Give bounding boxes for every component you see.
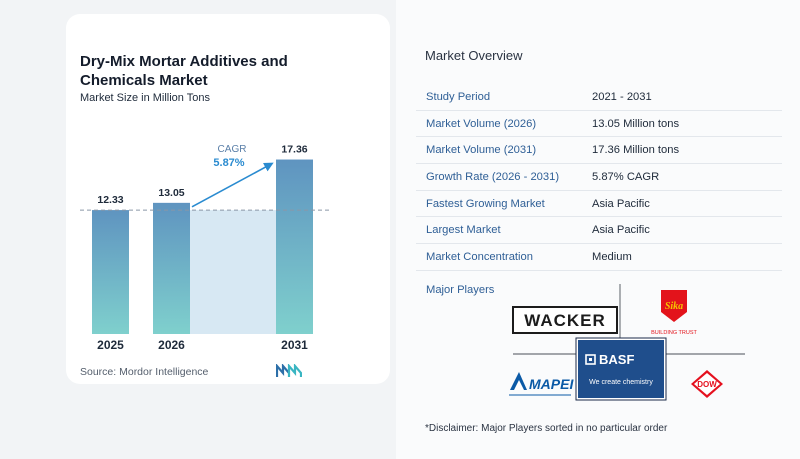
sika-logo-text: Sika xyxy=(665,301,683,312)
mapei-logo: MAPEI xyxy=(509,372,574,396)
cagr-arrow xyxy=(191,162,274,208)
row-value: 17.36 Million tons xyxy=(592,144,680,157)
row-label: Market Volume (2026) xyxy=(426,117,537,130)
table-row: Fastest Growing Market Asia Pacific xyxy=(416,191,782,218)
sika-logo: Sika BUILDING TRUST xyxy=(651,290,698,336)
row-label: Fastest Growing Market xyxy=(426,197,545,210)
major-players-logos: WACKER Sika BUILDING TRUST BASF We creat… xyxy=(509,284,745,401)
bar-2026 xyxy=(153,202,190,334)
wacker-logo: WACKER xyxy=(512,306,618,334)
category-label-2025: 2025 xyxy=(97,338,124,352)
row-label: Market Concentration xyxy=(426,250,533,263)
row-value: Asia Pacific xyxy=(592,197,650,210)
value-label-2025: 12.33 xyxy=(97,194,123,206)
row-value: Asia Pacific xyxy=(592,224,650,237)
table-row: Growth Rate (2026 - 2031) 5.87% CAGR xyxy=(416,164,782,191)
row-value: 5.87% CAGR xyxy=(592,170,660,183)
bar-2025 xyxy=(92,210,129,334)
bar-chart: 12.33 13.05 17.36 2025 2026 2031 CAGR 5.87% xyxy=(80,144,330,352)
basf-logo-text: BASF xyxy=(599,352,634,367)
row-label: Growth Rate (2026 - 2031) xyxy=(426,170,560,183)
row-label: Market Volume (2031) xyxy=(426,144,537,157)
chart-title: Dry-Mix Mortar Additives and Chemicals M… xyxy=(80,53,288,89)
row-label: Largest Market xyxy=(426,224,501,237)
cagr-value: 5.87% xyxy=(213,157,244,169)
cagr-label: CAGR xyxy=(218,144,247,155)
table-row: Market Volume (2031) 17.36 Million tons xyxy=(416,137,782,165)
row-value: Medium xyxy=(592,250,632,263)
table-row: Market Concentration Medium xyxy=(416,244,782,271)
category-label-2026: 2026 xyxy=(158,338,185,352)
row-value: 13.05 Million tons xyxy=(592,117,680,130)
wacker-logo-text: WACKER xyxy=(524,311,606,330)
chart-subtitle: Market Size in Million Tons xyxy=(80,92,211,104)
category-label-2031: 2031 xyxy=(281,338,308,352)
mordor-intelligence-logo xyxy=(276,364,302,377)
row-value: 2021 - 2031 xyxy=(592,90,652,103)
dow-logo-text: DOW xyxy=(697,380,717,389)
growth-band xyxy=(190,210,276,334)
bar-2031 xyxy=(276,159,313,334)
table-row: Largest Market Asia Pacific xyxy=(416,217,782,245)
row-label: Study Period xyxy=(426,90,491,103)
value-label-2026: 13.05 xyxy=(158,187,184,199)
source-credit: Source: Mordor Intelligence xyxy=(80,366,209,378)
mapei-logo-text: MAPEI xyxy=(529,376,574,392)
market-overview-table: Study Period 2021 - 2031 Market Volume (… xyxy=(416,84,782,271)
market-overview-title: Market Overview xyxy=(425,48,523,63)
basf-tagline: We create chemistry xyxy=(589,379,653,386)
dow-logo: DOW xyxy=(691,370,723,398)
sika-tagline: BUILDING TRUST xyxy=(651,330,697,336)
value-label-2031: 17.36 xyxy=(281,144,307,156)
basf-logo: BASF We create chemistry xyxy=(575,337,667,401)
major-players-label: Major Players xyxy=(426,284,495,296)
disclaimer: *Disclaimer: Major Players sorted in no … xyxy=(425,423,668,434)
table-row: Market Volume (2026) 13.05 Million tons xyxy=(416,111,782,138)
table-row: Study Period 2021 - 2031 xyxy=(416,84,782,111)
